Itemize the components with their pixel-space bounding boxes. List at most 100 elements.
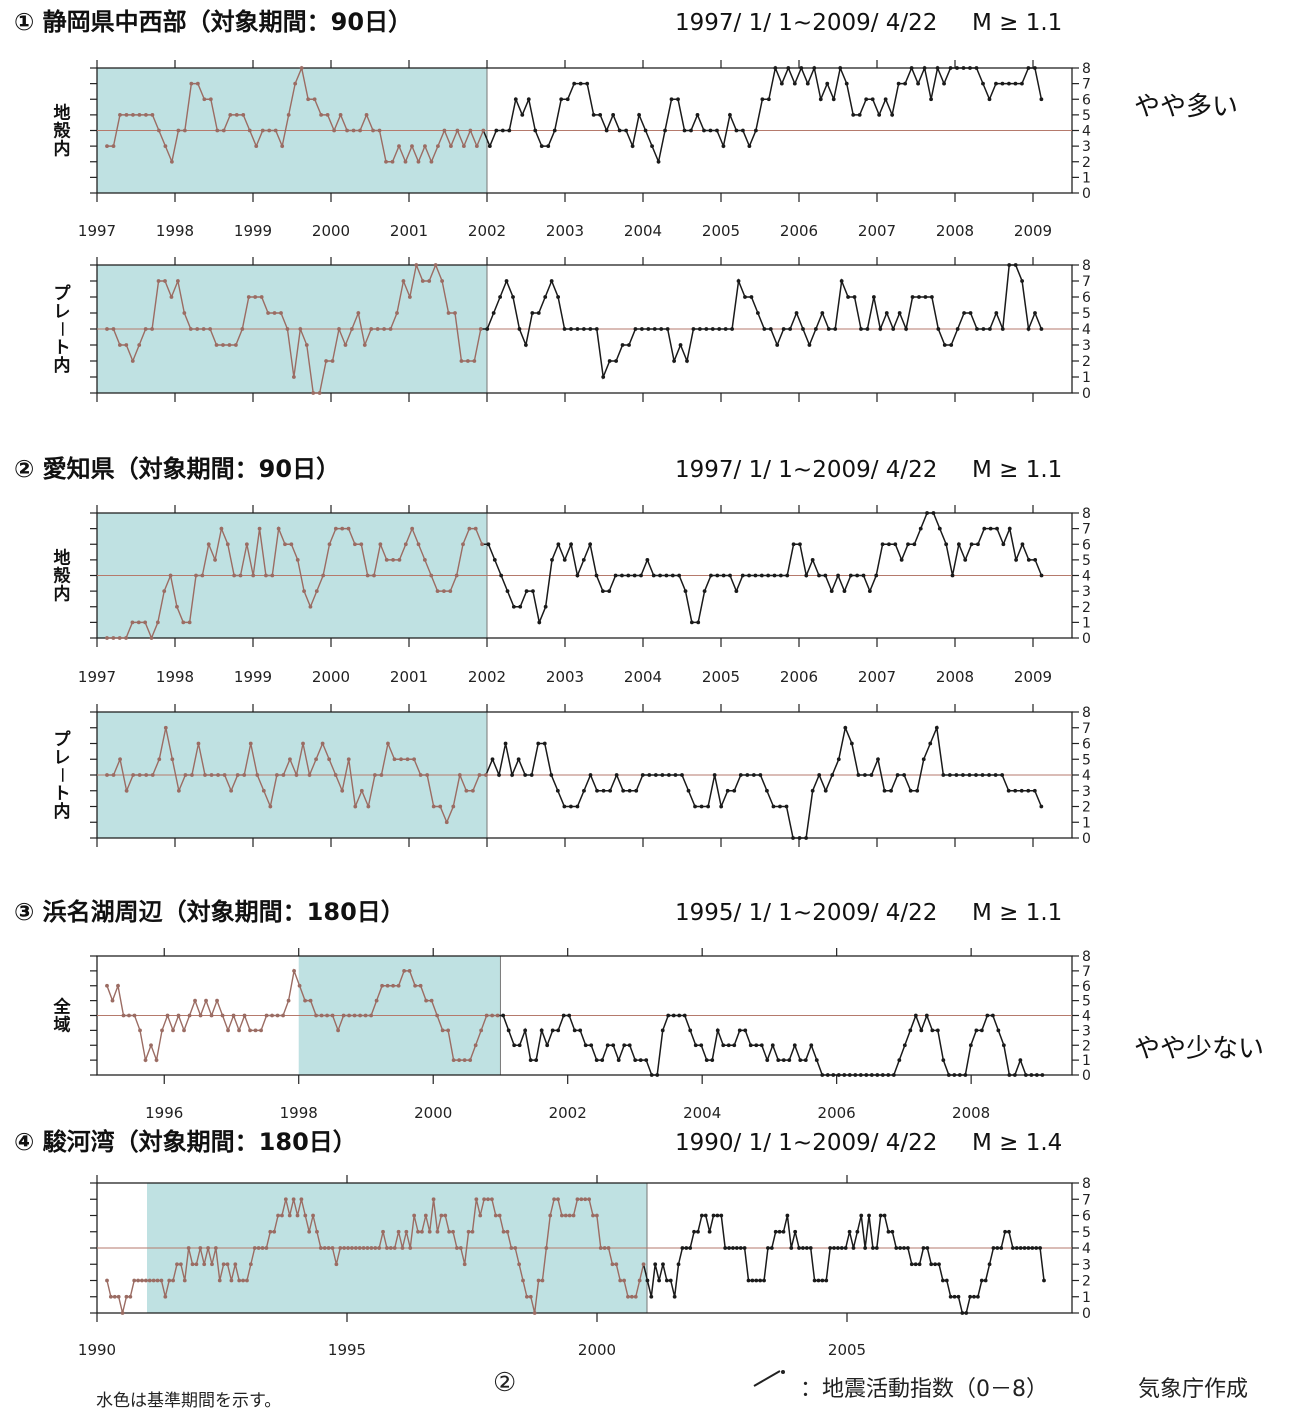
data-point [797,836,802,840]
data-point [327,542,332,547]
data-point [215,998,219,1003]
data-point [385,1246,389,1250]
data-point [630,144,635,149]
data-point [820,311,825,315]
data-point [297,983,302,988]
data-point [188,327,193,331]
data-point [234,112,239,117]
data-point [128,1294,133,1299]
y-tick-label: 1 [1082,1053,1091,1069]
data-point [524,1294,529,1299]
data-point [470,1229,475,1234]
data-point [327,757,332,762]
x-tick-label: 1997 [78,222,116,240]
data-point [457,1058,462,1063]
data-point [826,327,831,331]
data-point [165,1013,170,1018]
data-point [588,773,593,777]
data-point [221,128,226,133]
data-point [1026,1246,1031,1250]
y-axis-label-char: 内 [54,139,71,160]
data-point [464,788,469,793]
data-point [732,788,737,793]
data-point [528,1294,533,1299]
data-point [195,81,200,86]
data-point [1026,66,1031,70]
y-tick-label: 6 [1082,979,1091,995]
data-point [261,788,266,793]
data-point [124,636,128,640]
data-point [979,1278,984,1283]
data-point [974,773,978,777]
data-point [961,773,965,777]
data-point [451,804,456,809]
data-point [461,144,466,149]
data-point [653,773,658,777]
data-point [646,327,651,331]
data-point [117,636,122,640]
data-point [972,1294,976,1299]
data-point [226,1028,230,1033]
data-point [466,1229,471,1234]
data-point [847,1073,852,1077]
data-point [629,1294,634,1299]
data-point [324,359,329,363]
data-point [365,1246,370,1250]
data-point [403,159,408,164]
data-point [754,1043,759,1048]
y-tick-label: 0 [1082,386,1091,402]
y-tick-label: 5 [1082,994,1091,1010]
data-point [944,542,949,547]
y-axis-label-char: 地 [54,103,71,124]
data-point [848,573,853,578]
data-point [490,757,495,762]
data-point [372,773,377,777]
y-tick-label: 1 [1082,615,1091,631]
y-tick-label: 7 [1082,964,1091,980]
data-point [136,1278,141,1283]
data-point [151,1278,156,1283]
data-point [289,542,294,547]
data-point [307,1229,312,1234]
data-point [176,128,181,133]
data-point [581,327,586,331]
data-point [1001,542,1006,547]
data-point [520,112,525,117]
data-point [851,1246,856,1250]
data-point [929,1262,934,1267]
data-point [194,1262,199,1267]
data-point [727,1246,731,1250]
data-point [486,542,491,547]
data-point [386,741,390,746]
data-point [955,66,959,70]
data-point [326,1246,331,1250]
data-point [738,773,743,777]
data-point [410,526,415,531]
data-point [193,998,197,1003]
data-point [921,757,926,762]
data-point [208,97,213,102]
data-point [361,1246,366,1250]
data-point [993,773,998,777]
data-point [797,1246,801,1250]
data-point [512,1043,517,1048]
data-point [836,1246,840,1250]
data-point [280,1213,284,1218]
data-point [400,1246,405,1250]
data-point [396,1229,401,1234]
data-point [778,573,783,578]
data-point [843,1246,848,1250]
data-point [208,327,213,331]
data-point [884,311,889,315]
data-point [680,773,684,777]
data-point [814,1058,819,1063]
data-point [517,1262,522,1267]
y-tick-label: 4 [1082,768,1091,784]
data-point [556,542,561,547]
data-point [521,1278,525,1283]
data-point [759,573,764,578]
data-point [225,1262,230,1267]
data-point [1039,573,1044,578]
data-point [556,1197,560,1202]
y-tick-label: 0 [1082,186,1091,202]
